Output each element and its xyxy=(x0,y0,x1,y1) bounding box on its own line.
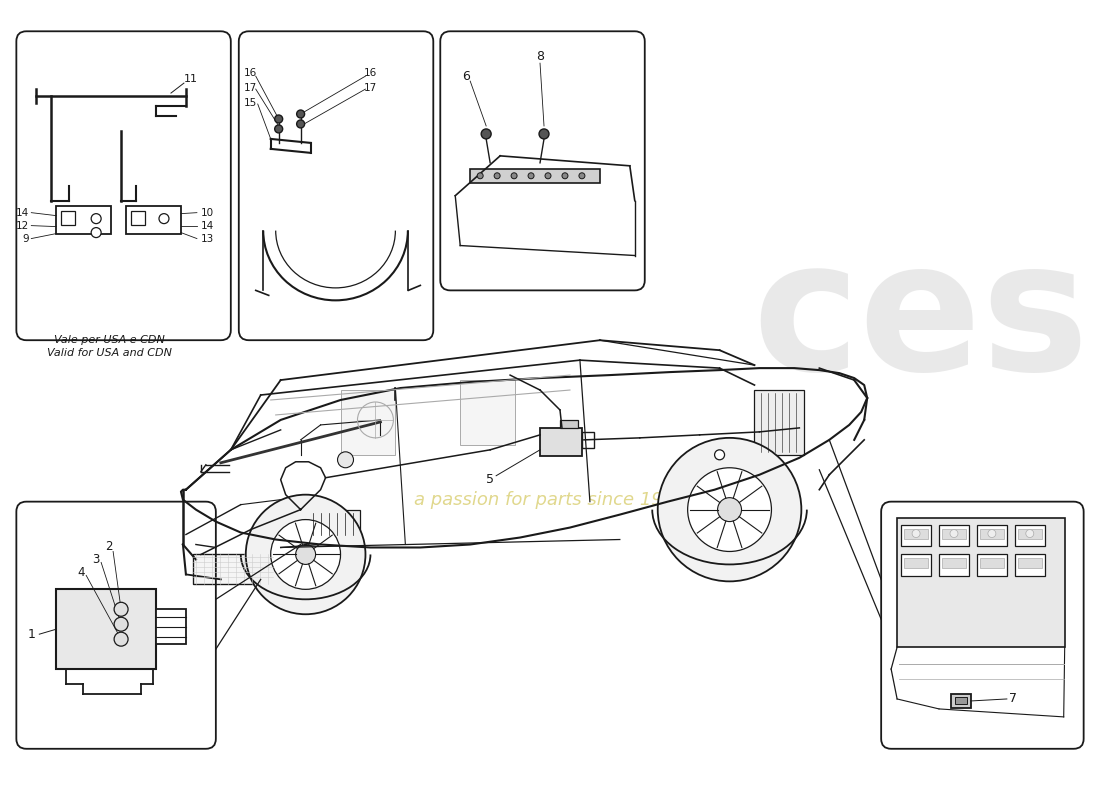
Text: 17: 17 xyxy=(244,83,257,93)
Circle shape xyxy=(296,545,316,565)
Bar xyxy=(904,529,928,538)
Text: Valid for USA and CDN: Valid for USA and CDN xyxy=(46,348,172,358)
Text: 14: 14 xyxy=(16,208,30,218)
Circle shape xyxy=(275,115,283,123)
Circle shape xyxy=(338,452,353,468)
Bar xyxy=(898,518,1065,647)
Bar xyxy=(341,390,395,455)
Bar xyxy=(192,554,273,584)
Text: ces: ces xyxy=(752,232,1089,408)
Text: Vale per USA e CDN: Vale per USA e CDN xyxy=(54,335,165,346)
Bar xyxy=(56,206,111,234)
Circle shape xyxy=(275,125,283,133)
Circle shape xyxy=(539,129,549,139)
Circle shape xyxy=(715,450,725,460)
Bar xyxy=(470,169,600,182)
Bar xyxy=(977,554,1007,576)
Bar xyxy=(955,697,967,704)
Circle shape xyxy=(297,120,305,128)
Bar xyxy=(192,554,273,584)
Text: 15: 15 xyxy=(244,98,257,108)
Circle shape xyxy=(114,618,128,631)
Text: 2: 2 xyxy=(106,540,113,553)
Circle shape xyxy=(717,498,741,522)
Text: 10: 10 xyxy=(201,208,214,218)
Bar xyxy=(901,525,931,546)
Text: 16: 16 xyxy=(364,68,377,78)
Bar xyxy=(1015,554,1045,576)
Circle shape xyxy=(477,173,483,178)
Text: 8: 8 xyxy=(536,50,544,62)
Circle shape xyxy=(114,602,128,616)
Text: 14: 14 xyxy=(201,221,214,230)
Bar xyxy=(126,206,180,234)
Bar xyxy=(952,694,971,708)
Circle shape xyxy=(658,438,802,582)
Circle shape xyxy=(245,494,365,614)
Bar xyxy=(306,510,361,538)
Text: 16: 16 xyxy=(244,68,257,78)
Text: 11: 11 xyxy=(184,74,198,84)
Circle shape xyxy=(528,173,534,178)
Bar xyxy=(131,210,145,225)
Bar xyxy=(1015,525,1045,546)
Text: 13: 13 xyxy=(201,234,214,243)
Circle shape xyxy=(114,632,128,646)
Text: a passion for parts since 1985: a passion for parts since 1985 xyxy=(414,490,686,509)
Bar xyxy=(62,210,75,225)
Text: 1: 1 xyxy=(28,628,35,641)
Bar xyxy=(560,420,578,428)
Bar xyxy=(1018,558,1042,569)
Text: 7: 7 xyxy=(1009,693,1016,706)
Bar xyxy=(942,558,966,569)
Text: 6: 6 xyxy=(462,70,470,82)
Circle shape xyxy=(579,173,585,178)
Bar xyxy=(755,390,804,455)
Circle shape xyxy=(950,530,958,538)
Bar xyxy=(56,590,156,669)
Bar xyxy=(540,428,582,456)
Circle shape xyxy=(688,468,771,551)
Circle shape xyxy=(1026,530,1034,538)
Bar xyxy=(939,554,969,576)
Circle shape xyxy=(494,173,501,178)
Circle shape xyxy=(271,519,341,590)
Circle shape xyxy=(562,173,568,178)
Text: 9: 9 xyxy=(23,234,30,243)
Circle shape xyxy=(160,214,169,224)
Bar xyxy=(1018,529,1042,538)
Bar xyxy=(460,380,515,445)
Text: 3: 3 xyxy=(92,553,100,566)
Text: 4: 4 xyxy=(77,566,85,579)
Bar xyxy=(284,550,319,567)
Bar xyxy=(904,558,928,569)
Text: 5: 5 xyxy=(486,474,494,486)
Circle shape xyxy=(91,228,101,238)
Circle shape xyxy=(512,173,517,178)
Bar xyxy=(942,529,966,538)
Bar xyxy=(582,432,594,448)
Bar xyxy=(977,525,1007,546)
Bar xyxy=(980,529,1004,538)
Circle shape xyxy=(912,530,920,538)
Circle shape xyxy=(297,110,305,118)
Circle shape xyxy=(544,173,551,178)
Text: 17: 17 xyxy=(364,83,377,93)
Bar xyxy=(939,525,969,546)
Circle shape xyxy=(91,214,101,224)
Circle shape xyxy=(988,530,996,538)
Bar xyxy=(156,610,186,644)
Bar xyxy=(901,554,931,576)
Bar xyxy=(980,558,1004,569)
Text: 12: 12 xyxy=(16,221,30,230)
Circle shape xyxy=(481,129,491,139)
